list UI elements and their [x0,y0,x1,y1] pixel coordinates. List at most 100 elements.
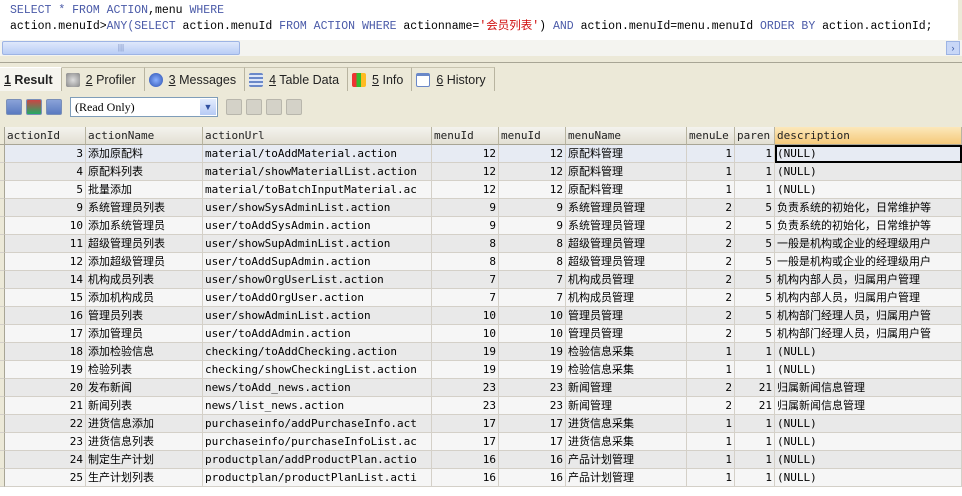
row-header[interactable] [0,361,5,379]
cell-menuname[interactable]: 系统管理员管理 [566,217,687,235]
cell-menule[interactable]: 2 [687,217,735,235]
cell-menule[interactable]: 1 [687,469,735,487]
table-row[interactable]: 12 添加超级管理员 user/toAddSupAdmin.action 8 8 超级管理… [0,253,962,271]
cell-actionurl[interactable]: material/toBatchInputMaterial.ac [203,181,432,199]
cell-menuid[interactable]: 8 [499,235,566,253]
cell-description[interactable]: (NULL) [775,181,962,199]
cell-menuname[interactable]: 机构成员管理 [566,289,687,307]
editor-horizontal-scrollbar[interactable]: ||| › [0,40,962,56]
cell-actionid[interactable]: 4 [5,163,86,181]
cell-actionurl[interactable]: material/showMaterialList.action [203,163,432,181]
cell-menuname[interactable]: 产品计划管理 [566,469,687,487]
cell-paren[interactable]: 1 [735,451,775,469]
column-header-actionid[interactable]: actionId [5,127,86,145]
cell-paren[interactable]: 5 [735,199,775,217]
cell-description[interactable]: 机构部门经理人员，归属用户管 [775,325,962,343]
row-header[interactable] [0,181,5,199]
table-row[interactable]: 20 发布新闻 news/toAdd_news.action 23 23 新闻管理 2 21 归… [0,379,962,397]
table-row[interactable]: 24 制定生产计划 productplan/addProductPlan.actio… [0,451,962,469]
cell-paren[interactable]: 1 [735,163,775,181]
table-row[interactable]: 19 检验列表 checking/showCheckingList.action 19… [0,361,962,379]
column-header-menuid[interactable]: menuId [432,127,499,145]
cell-description[interactable]: 一般是机构或企业的经理级用户 [775,253,962,271]
insert-row-icon[interactable] [6,99,22,115]
row-header[interactable] [0,325,5,343]
scroll-right-arrow-icon[interactable]: › [946,41,960,55]
cell-menuid[interactable]: 16 [499,451,566,469]
cell-menuname[interactable]: 新闻管理 [566,397,687,415]
cell-menuid[interactable]: 19 [432,343,499,361]
cell-actionname[interactable]: 生产计划列表 [86,469,203,487]
cell-actionurl[interactable]: user/showSysAdminList.action [203,199,432,217]
row-header[interactable] [0,307,5,325]
cell-menuname[interactable]: 管理员管理 [566,307,687,325]
cell-actionname[interactable]: 发布新闻 [86,379,203,397]
cell-menule[interactable]: 1 [687,145,735,163]
row-header[interactable] [0,145,5,163]
cell-paren[interactable]: 5 [735,235,775,253]
cell-actionname[interactable]: 超级管理员列表 [86,235,203,253]
cell-menuid[interactable]: 9 [432,199,499,217]
cell-actionurl[interactable]: user/toAddSupAdmin.action [203,253,432,271]
cell-menuid[interactable]: 8 [499,253,566,271]
cell-actionname[interactable]: 进货信息添加 [86,415,203,433]
row-header[interactable] [0,289,5,307]
cell-paren[interactable]: 1 [735,145,775,163]
table-row[interactable]: 23 进货信息列表 purchaseinfo/purchaseInfoList.ac… [0,433,962,451]
cell-menuid[interactable]: 10 [432,325,499,343]
cell-actionurl[interactable]: user/showAdminList.action [203,307,432,325]
cell-actionurl[interactable]: user/showOrgUserList.action [203,271,432,289]
cell-paren[interactable]: 5 [735,307,775,325]
cell-menuid[interactable]: 12 [432,181,499,199]
row-header[interactable] [0,433,5,451]
cell-menuid[interactable]: 9 [499,217,566,235]
cell-menuid[interactable]: 12 [499,181,566,199]
cell-actionid[interactable]: 19 [5,361,86,379]
cell-menule[interactable]: 1 [687,163,735,181]
cell-description[interactable]: 归属新闻信息管理 [775,397,962,415]
cell-menuid[interactable]: 17 [499,415,566,433]
row-header[interactable] [0,217,5,235]
cell-actionid[interactable]: 21 [5,397,86,415]
cell-actionid[interactable]: 3 [5,145,86,163]
cell-actionid[interactable]: 12 [5,253,86,271]
row-header[interactable] [0,451,5,469]
cell-description[interactable]: 一般是机构或企业的经理级用户 [775,235,962,253]
cell-actionid[interactable]: 11 [5,235,86,253]
cell-description[interactable]: (NULL) [775,469,962,487]
cell-actionname[interactable]: 批量添加 [86,181,203,199]
cell-menuid[interactable]: 7 [499,289,566,307]
table-row[interactable]: 9 系统管理员列表 user/showSysAdminList.action 9 9 系统… [0,199,962,217]
cell-menuid[interactable]: 12 [499,145,566,163]
cell-actionid[interactable]: 25 [5,469,86,487]
cell-menuname[interactable]: 系统管理员管理 [566,199,687,217]
cell-actionname[interactable]: 添加机构成员 [86,289,203,307]
cell-actionname[interactable]: 原配料列表 [86,163,203,181]
cell-menule[interactable]: 2 [687,289,735,307]
cell-menuid[interactable]: 12 [432,163,499,181]
cell-actionname[interactable]: 添加系统管理员 [86,217,203,235]
cell-menuid[interactable]: 7 [499,271,566,289]
cell-actionname[interactable]: 添加超级管理员 [86,253,203,271]
cell-menuid[interactable]: 16 [432,469,499,487]
cell-paren[interactable]: 1 [735,469,775,487]
cell-menuname[interactable]: 超级管理员管理 [566,253,687,271]
pane-splitter[interactable] [0,62,962,64]
table-row[interactable]: 25 生产计划列表 productplan/productPlanList.acti… [0,469,962,487]
tab-result[interactable]: 1 Result [0,67,62,91]
cell-actionurl[interactable]: user/toAddSysAdmin.action [203,217,432,235]
row-header[interactable] [0,469,5,487]
cell-menuid[interactable]: 10 [499,307,566,325]
cell-description[interactable]: (NULL) [775,433,962,451]
scrollbar-thumb[interactable]: ||| [2,41,240,55]
cell-paren[interactable]: 1 [735,415,775,433]
cell-actionurl[interactable]: news/list_news.action [203,397,432,415]
table-row[interactable]: 17 添加管理员 user/toAddAdmin.action 10 10 管理员管理 2 5… [0,325,962,343]
cell-actionurl[interactable]: purchaseinfo/addPurchaseInfo.act [203,415,432,433]
cell-menuid[interactable]: 12 [499,163,566,181]
cell-menuid[interactable]: 9 [499,199,566,217]
row-header[interactable] [0,415,5,433]
cell-menuid[interactable]: 10 [432,307,499,325]
row-header[interactable] [0,199,5,217]
cell-menuid[interactable]: 12 [432,145,499,163]
